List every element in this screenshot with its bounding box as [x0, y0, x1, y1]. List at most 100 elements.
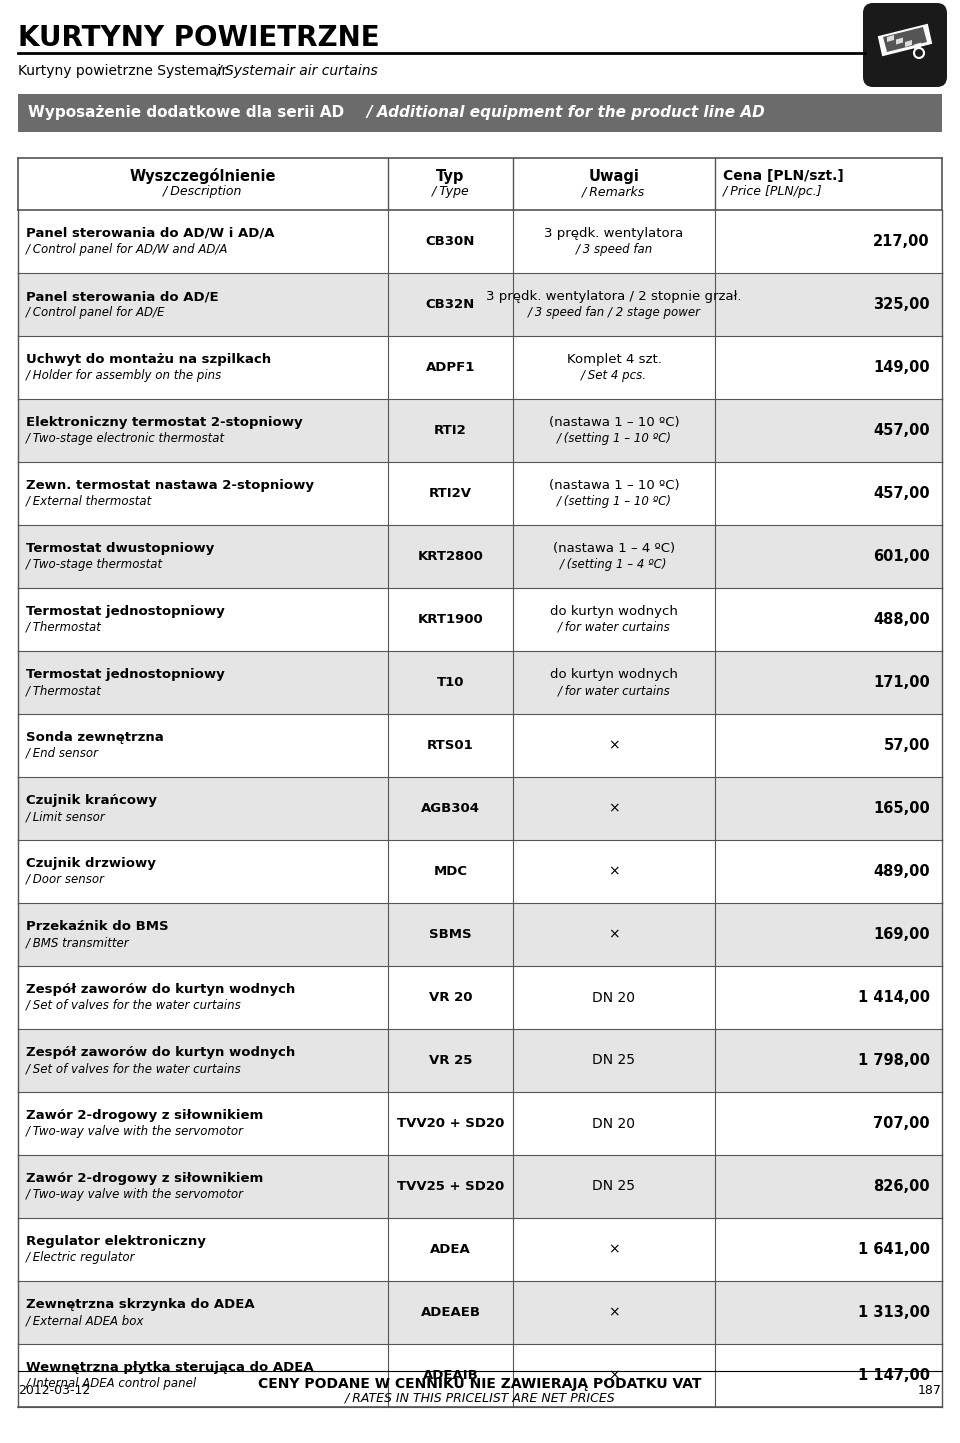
Text: 1 147,00: 1 147,00: [858, 1368, 930, 1382]
Polygon shape: [879, 25, 931, 55]
Text: / Two-way valve with the servomotor: / Two-way valve with the servomotor: [26, 1126, 244, 1139]
Text: (nastawa 1 – 10 ºC): (nastawa 1 – 10 ºC): [549, 479, 680, 492]
Text: KRT2800: KRT2800: [418, 550, 484, 563]
Text: Wyposażenie dodatkowe dla serii AD: Wyposażenie dodatkowe dla serii AD: [28, 105, 349, 121]
Text: 1 313,00: 1 313,00: [858, 1304, 930, 1320]
Text: Zawór 2-drogowy z siłownikiem: Zawór 2-drogowy z siłownikiem: [26, 1110, 263, 1123]
Text: DN 20: DN 20: [592, 1117, 636, 1130]
Text: Zespół zaworów do kurtyn wodnych: Zespół zaworów do kurtyn wodnych: [26, 1046, 296, 1059]
Bar: [18, 273, 942, 336]
Text: / Control panel for AD/E: / Control panel for AD/E: [26, 306, 165, 319]
Text: / Two-stage electronic thermostat: / Two-stage electronic thermostat: [26, 431, 226, 444]
Text: / Description: / Description: [163, 186, 243, 199]
Text: RTS01: RTS01: [427, 739, 474, 752]
Text: ×: ×: [609, 739, 620, 752]
Text: Zawór 2-drogowy z siłownikiem: Zawór 2-drogowy z siłownikiem: [26, 1172, 263, 1185]
Text: Termostat jednostopniowy: Termostat jednostopniowy: [26, 605, 225, 618]
Text: 826,00: 826,00: [874, 1179, 930, 1193]
Text: 457,00: 457,00: [874, 486, 930, 501]
Text: MDC: MDC: [434, 864, 468, 877]
Bar: [18, 400, 942, 462]
Text: Elektroniczny termostat 2-stopniowy: Elektroniczny termostat 2-stopniowy: [26, 416, 302, 429]
Text: / External thermostat: / External thermostat: [26, 495, 153, 508]
Text: Regulator elektroniczny: Regulator elektroniczny: [26, 1235, 205, 1248]
Bar: [18, 525, 942, 587]
Text: / End sensor: / End sensor: [26, 747, 99, 760]
Text: TVV20 + SD20: TVV20 + SD20: [396, 1117, 504, 1130]
Bar: [18, 336, 942, 400]
Text: Komplet 4 szt.: Komplet 4 szt.: [566, 354, 661, 367]
Text: / Control panel for AD/W and AD/A: / Control panel for AD/W and AD/A: [26, 242, 228, 255]
Text: / for water curtains: / for water curtains: [558, 684, 670, 697]
Text: 57,00: 57,00: [883, 737, 930, 753]
Text: / Thermostat: / Thermostat: [26, 684, 102, 697]
Text: 171,00: 171,00: [874, 675, 930, 690]
Text: ×: ×: [609, 801, 620, 815]
Text: / Set 4 pcs.: / Set 4 pcs.: [581, 369, 647, 382]
Text: TVV25 + SD20: TVV25 + SD20: [396, 1180, 504, 1193]
Bar: [18, 776, 942, 840]
Text: 2012-03-12: 2012-03-12: [18, 1384, 90, 1397]
Text: / Holder for assembly on the pins: / Holder for assembly on the pins: [26, 369, 223, 382]
Text: 1 641,00: 1 641,00: [858, 1242, 930, 1257]
Text: Przekaźnik do BMS: Przekaźnik do BMS: [26, 921, 169, 934]
Text: / Internal ADEA control panel: / Internal ADEA control panel: [26, 1377, 197, 1390]
Text: RTI2: RTI2: [434, 424, 467, 437]
Bar: [18, 1281, 942, 1343]
Text: / Systemair air curtains: / Systemair air curtains: [216, 63, 377, 78]
Text: / RATES IN THIS PRICELIST ARE NET PRICES: / RATES IN THIS PRICELIST ARE NET PRICES: [345, 1391, 615, 1404]
Text: Zewnętrzna skrzynka do ADEA: Zewnętrzna skrzynka do ADEA: [26, 1299, 254, 1312]
Text: 707,00: 707,00: [874, 1115, 930, 1131]
Text: Uwagi: Uwagi: [588, 169, 639, 183]
Text: 3 prędk. wentylatora / 2 stopnie grzał.: 3 prędk. wentylatora / 2 stopnie grzał.: [487, 290, 742, 303]
Text: / for water curtains: / for water curtains: [558, 620, 670, 633]
Text: / Set of valves for the water curtains: / Set of valves for the water curtains: [26, 999, 242, 1012]
Text: Uchwyt do montażu na szpilkach: Uchwyt do montażu na szpilkach: [26, 354, 271, 367]
Text: Wewnętrzna płytka sterująca do ADEA: Wewnętrzna płytka sterująca do ADEA: [26, 1361, 314, 1374]
Bar: [18, 1218, 942, 1281]
Text: / Door sensor: / Door sensor: [26, 873, 105, 886]
Text: Sonda zewnętrzna: Sonda zewnętrzna: [26, 732, 164, 745]
Text: / (setting 1 – 4 ºC): / (setting 1 – 4 ºC): [561, 558, 668, 571]
Bar: [18, 1092, 942, 1154]
Text: / Electric regulator: / Electric regulator: [26, 1251, 135, 1264]
Text: (nastawa 1 – 10 ºC): (nastawa 1 – 10 ºC): [549, 416, 680, 429]
Text: / Remarks: / Remarks: [583, 186, 646, 199]
Text: ×: ×: [609, 1306, 620, 1319]
FancyBboxPatch shape: [863, 3, 947, 87]
Bar: [18, 965, 942, 1029]
Text: 165,00: 165,00: [874, 801, 930, 815]
Bar: [18, 903, 942, 965]
Text: 325,00: 325,00: [874, 297, 930, 312]
Text: (nastawa 1 – 4 ºC): (nastawa 1 – 4 ºC): [553, 543, 675, 556]
Text: do kurtyn wodnych: do kurtyn wodnych: [550, 668, 678, 681]
Text: / Price [PLN/pc.]: / Price [PLN/pc.]: [723, 186, 823, 199]
Text: 1 798,00: 1 798,00: [858, 1053, 930, 1068]
Text: 149,00: 149,00: [874, 359, 930, 375]
Text: Zewn. termostat nastawa 2-stopniowy: Zewn. termostat nastawa 2-stopniowy: [26, 479, 314, 492]
Bar: [18, 1154, 942, 1218]
Text: CB32N: CB32N: [426, 299, 475, 312]
Polygon shape: [883, 27, 927, 52]
Bar: [18, 1029, 942, 1092]
Bar: [18, 1343, 942, 1407]
Polygon shape: [887, 35, 894, 42]
Text: KURTYNY POWIETRZNE: KURTYNY POWIETRZNE: [18, 25, 379, 52]
Text: 187: 187: [918, 1384, 942, 1397]
Text: VR 25: VR 25: [429, 1053, 472, 1066]
Bar: [18, 714, 942, 776]
Bar: [18, 840, 942, 903]
Text: ADEAIB: ADEAIB: [422, 1369, 478, 1382]
Text: Czujnik krańcowy: Czujnik krańcowy: [26, 794, 156, 807]
Text: Czujnik drzwiowy: Czujnik drzwiowy: [26, 857, 156, 870]
Text: DN 20: DN 20: [592, 990, 636, 1004]
Text: / (setting 1 – 10 ºC): / (setting 1 – 10 ºC): [557, 431, 671, 444]
Text: ADEAEB: ADEAEB: [420, 1306, 481, 1319]
Text: KRT1900: KRT1900: [418, 613, 484, 626]
Text: RTI2V: RTI2V: [429, 486, 472, 501]
Text: ×: ×: [609, 928, 620, 941]
Text: 1 414,00: 1 414,00: [858, 990, 930, 1004]
Text: / Thermostat: / Thermostat: [26, 620, 102, 633]
Text: Zespół zaworów do kurtyn wodnych: Zespół zaworów do kurtyn wodnych: [26, 983, 296, 996]
Text: 457,00: 457,00: [874, 423, 930, 439]
